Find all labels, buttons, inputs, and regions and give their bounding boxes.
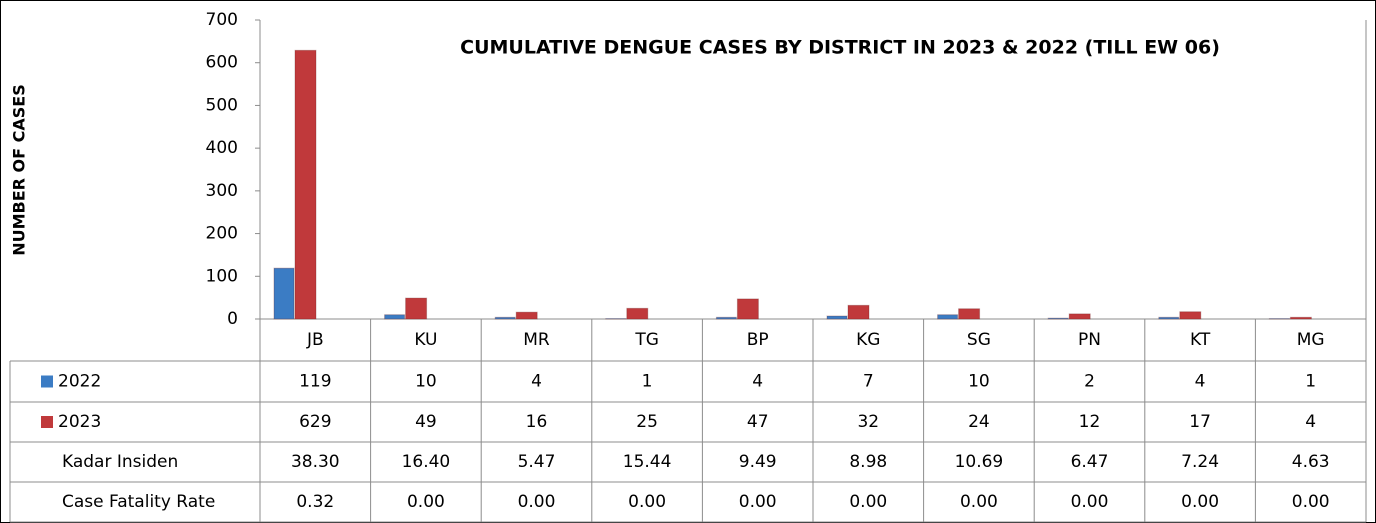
table-cell: 629 (299, 412, 331, 432)
x-tick-label: KT (1190, 330, 1211, 350)
table-cell: 0.00 (1071, 492, 1109, 512)
y-tick-label: 500 (206, 95, 238, 115)
y-tick-label: 0 (227, 309, 238, 329)
table-cell: 0.00 (1292, 492, 1330, 512)
table-cell: 0.00 (739, 492, 777, 512)
table-cell: 1 (642, 372, 653, 392)
chart-title: CUMULATIVE DENGUE CASES BY DISTRICT IN 2… (460, 37, 1220, 59)
bar (1158, 316, 1180, 320)
y-tick-label: 100 (206, 266, 238, 286)
table-cell: 15.44 (623, 452, 672, 472)
bar (826, 315, 848, 320)
table-cell: 6.47 (1071, 452, 1109, 472)
table-cell: 16 (526, 412, 548, 432)
x-tick-label: PN (1078, 330, 1101, 350)
table-cell: 10.69 (955, 452, 1004, 472)
table-cell: 5.47 (518, 452, 556, 472)
legend-label: 2022 (58, 372, 101, 392)
bar (715, 316, 737, 320)
x-tick-label: JB (306, 330, 324, 350)
bar (847, 304, 870, 320)
x-tick-label: KG (856, 330, 880, 350)
table-cell: 1 (1305, 372, 1316, 392)
x-tick-label: MG (1297, 330, 1325, 350)
bar (937, 314, 959, 320)
table-cell: 2 (1084, 372, 1095, 392)
y-tick-label: 600 (206, 53, 238, 73)
table-cell: 7.24 (1181, 452, 1219, 472)
bar (736, 298, 759, 320)
table-cell: 47 (747, 412, 769, 432)
legend-label: 2023 (58, 412, 101, 432)
x-tick-label: KU (414, 330, 437, 350)
bar (405, 297, 428, 320)
table-cell: 7 (863, 372, 874, 392)
x-tick-label: SG (967, 330, 991, 350)
y-tick-label: 300 (206, 181, 238, 201)
bar (273, 267, 295, 320)
table-cell: 0.00 (1181, 492, 1219, 512)
table-cell: 0.00 (849, 492, 887, 512)
table-cell: 4 (1195, 372, 1206, 392)
bar (515, 311, 538, 320)
y-axis-label: NUMBER OF CASES (10, 84, 29, 256)
table-cell: 0.32 (296, 492, 334, 512)
table-cell: 8.98 (849, 452, 887, 472)
bar (626, 307, 649, 320)
y-tick-label: 400 (206, 138, 238, 158)
x-tick-label: TG (634, 330, 659, 350)
table-cell: 16.40 (402, 452, 451, 472)
x-tick-label: MR (523, 330, 550, 350)
table-cell: 25 (636, 412, 658, 432)
legend-key (41, 375, 53, 388)
bar (1289, 316, 1312, 320)
bar (1179, 311, 1202, 320)
table-cell: 0.00 (628, 492, 666, 512)
row-label: Kadar Insiden (62, 452, 178, 472)
y-tick-label: 700 (206, 10, 238, 30)
bar (1047, 317, 1069, 320)
table-cell: 17 (1189, 412, 1211, 432)
bar (384, 314, 406, 320)
table-cell: 24 (968, 412, 990, 432)
bar (958, 308, 981, 320)
table-cell: 10 (968, 372, 990, 392)
table-cell: 38.30 (291, 452, 340, 472)
table-cell: 119 (299, 372, 331, 392)
x-tick-label: BP (747, 330, 769, 350)
table-cell: 49 (415, 412, 437, 432)
bar (1068, 313, 1091, 320)
y-tick-label: 200 (206, 224, 238, 244)
table-cell: 10 (415, 372, 437, 392)
table-cell: 0.00 (960, 492, 998, 512)
table-cell: 0.00 (407, 492, 445, 512)
table-cell: 32 (857, 412, 879, 432)
table-cell: 12 (1079, 412, 1101, 432)
table-cell: 9.49 (739, 452, 777, 472)
bar (494, 316, 516, 320)
row-label: Case Fatality Rate (62, 492, 215, 512)
bar (294, 49, 317, 320)
legend-key (41, 416, 53, 428)
table-cell: 0.00 (518, 492, 556, 512)
table-cell: 4 (1305, 412, 1316, 432)
table-cell: 4 (752, 372, 763, 392)
table-cell: 4.63 (1292, 452, 1330, 472)
table-cell: 4 (531, 372, 542, 392)
